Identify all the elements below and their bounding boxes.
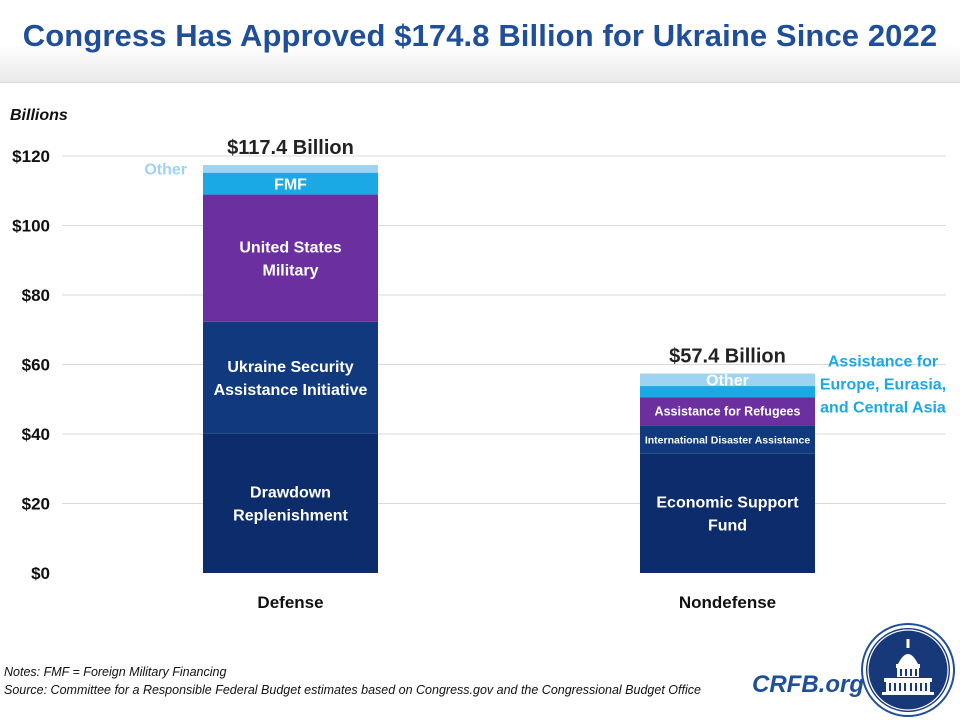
segment-label: Assistance Initiative [214, 382, 368, 399]
bar-segment [640, 397, 815, 426]
y-tick-label: $100 [12, 217, 50, 236]
bar-segment [203, 165, 378, 173]
stacked-bar-chart: $0 $20 $40 $60 $80 $100 $120 Drawdown Replenishm… [12, 137, 946, 612]
bar-total-label: $117.4 Billion [227, 137, 354, 159]
bar-total-label: $57.4 Billion [669, 346, 786, 368]
y-tick-label: $120 [12, 147, 50, 166]
segment-label: Europe, Eurasia, [820, 376, 946, 393]
bar-segment [203, 433, 378, 573]
segment-label: FMF [274, 176, 307, 193]
y-tick-label: $80 [22, 286, 50, 305]
x-category-label: Defense [257, 593, 323, 612]
bar-segment [640, 425, 815, 454]
chart-title: Congress Has Approved $174.8 Billion for… [22, 18, 938, 53]
bar-segment [640, 453, 815, 573]
bar-segment [203, 321, 378, 434]
crfb-capitol-logo [861, 623, 955, 717]
segment-label: Other [144, 162, 187, 179]
segment-label: Replenishment [233, 507, 348, 524]
segment-label: Fund [708, 518, 747, 535]
bar-segment [203, 194, 378, 322]
source-line: Source: Committee for a Responsible Fede… [4, 683, 701, 697]
bar-segment [640, 386, 815, 398]
notes-line: Notes: FMF = Foreign Military Financing [4, 665, 227, 679]
segment-label: Ukraine Security [227, 359, 353, 376]
notes: Notes: FMF = Foreign Military Financing … [4, 663, 724, 699]
segment-label: Other [706, 373, 749, 390]
title-bar [0, 0, 960, 83]
y-tick-label: $20 [22, 495, 50, 514]
bar-segment [640, 373, 815, 387]
segment-label: Assistance for Refugees [655, 405, 801, 419]
y-tick-label: $40 [22, 425, 50, 444]
y-tick-label: $60 [22, 356, 50, 375]
segment-label: and Central Asia [820, 399, 946, 416]
segment-label: Economic Support [656, 495, 799, 512]
x-category-label: Nondefense [679, 593, 776, 612]
segment-label: Military [262, 262, 318, 279]
segment-label: Drawdown [250, 484, 331, 501]
segment-label: International Disaster Assistance [645, 434, 810, 446]
segment-label: United States [239, 239, 341, 256]
brand-text[interactable]: CRFB.org [752, 671, 864, 698]
bar-segment [203, 172, 378, 195]
segment-label: Assistance for [828, 353, 938, 370]
y-axis-unit-label: Billions [10, 107, 68, 124]
y-tick-label: $0 [31, 564, 50, 583]
